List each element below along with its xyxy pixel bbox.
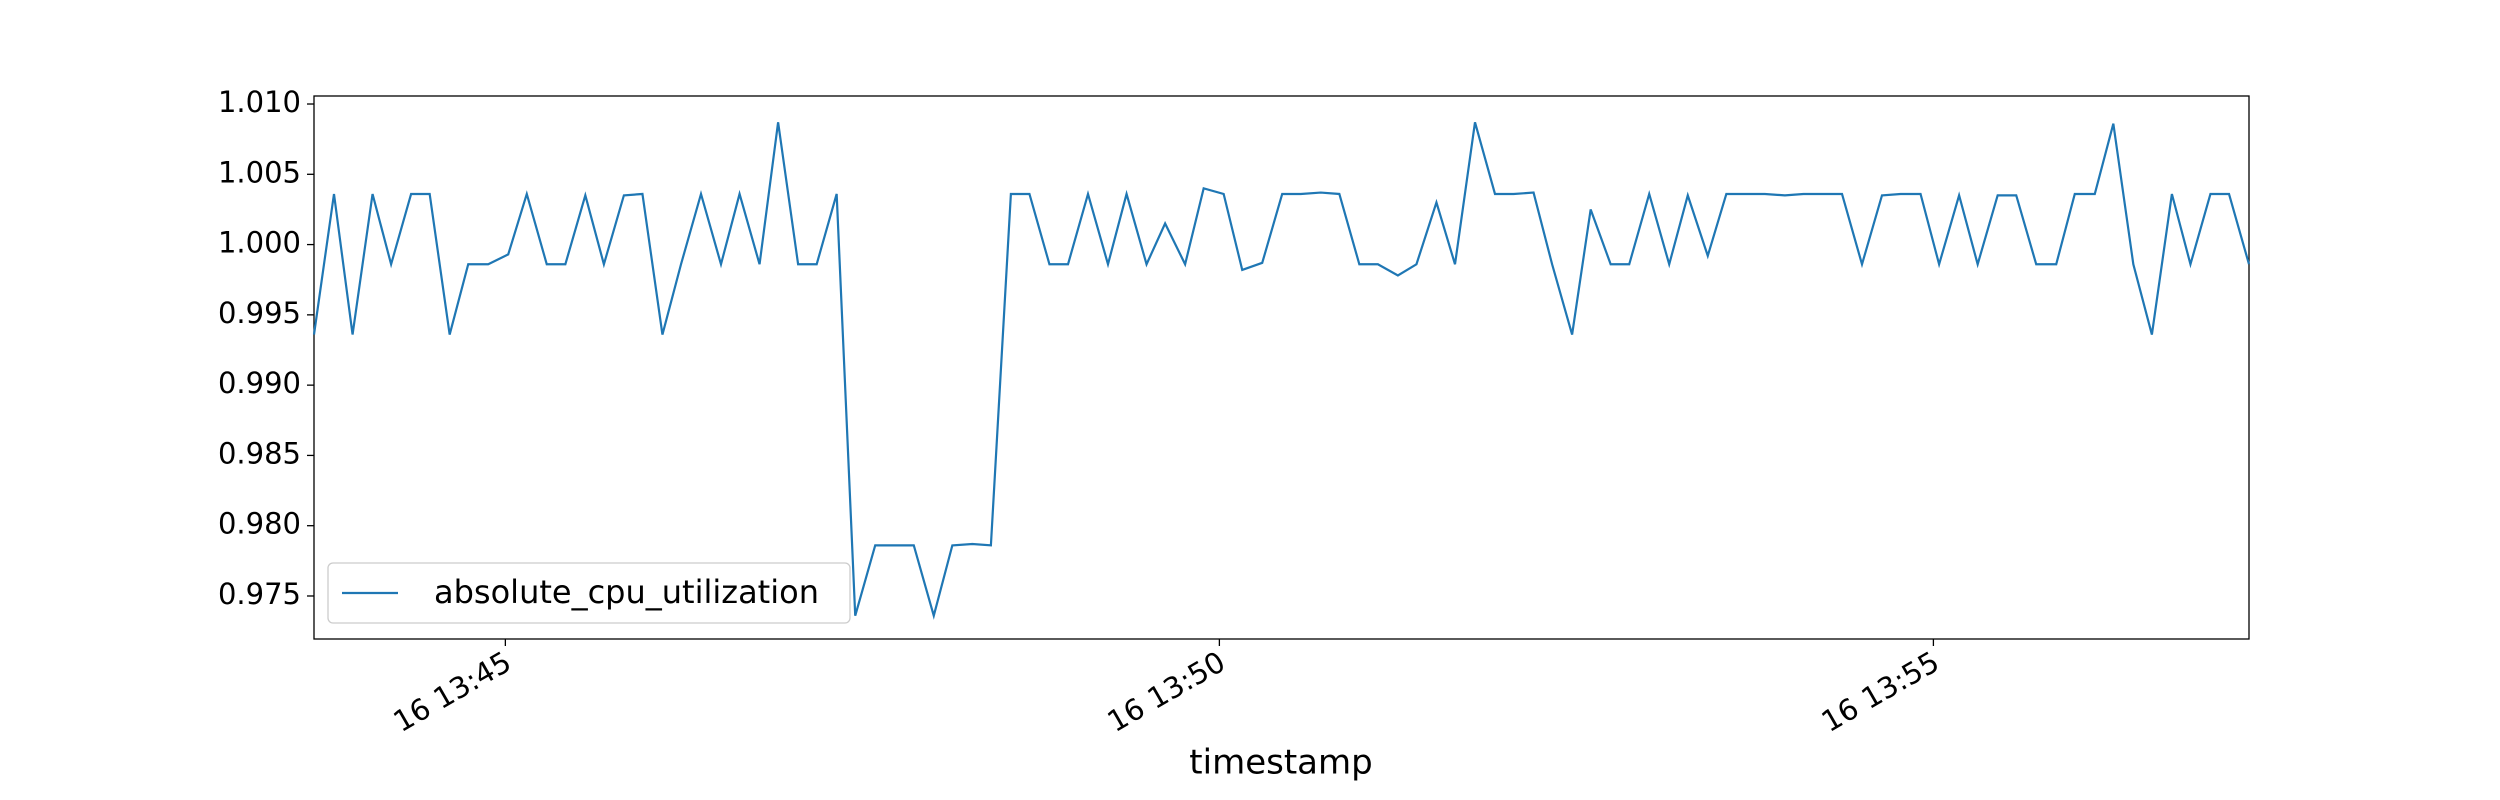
plot-area [313,95,2250,640]
series-line [312,121,2251,620]
y-tick-label: 0.985 [218,436,301,470]
x-axis-label: timestamp [1189,743,1372,783]
y-tick-label: 0.995 [218,296,301,330]
y-tick-label: 0.980 [218,507,301,541]
x-tick-label: 16 13:55 [1816,645,1945,739]
y-tick-label: 1.010 [218,85,301,119]
y-tick-label: 0.990 [218,366,301,400]
y-tick-label: 1.005 [218,155,301,189]
y-tick-label: 1.000 [218,226,301,260]
y-tick-label: 0.975 [218,577,301,611]
legend-label: absolute_cpu_utilization [434,573,819,611]
legend-box [327,562,851,624]
x-tick-label: 16 13:45 [388,645,517,739]
x-tick-label: 16 13:50 [1102,645,1231,739]
